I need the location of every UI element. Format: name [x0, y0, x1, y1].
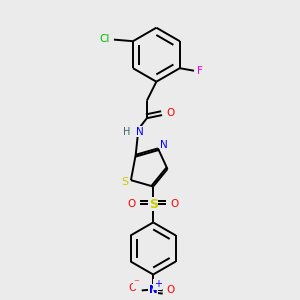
Text: O: O: [166, 108, 174, 118]
Text: N: N: [160, 140, 168, 150]
Text: S: S: [122, 177, 129, 187]
Text: Cl: Cl: [100, 34, 110, 44]
Text: O: O: [128, 199, 136, 209]
Text: O: O: [128, 283, 136, 293]
Text: +: +: [154, 279, 162, 289]
Text: N: N: [136, 127, 144, 137]
Text: S: S: [149, 197, 158, 211]
Text: O: O: [166, 285, 175, 296]
Text: N: N: [149, 285, 158, 295]
Text: F: F: [197, 66, 203, 76]
Text: ⁻: ⁻: [134, 278, 139, 288]
Text: O: O: [171, 199, 179, 209]
Text: H: H: [123, 127, 130, 137]
